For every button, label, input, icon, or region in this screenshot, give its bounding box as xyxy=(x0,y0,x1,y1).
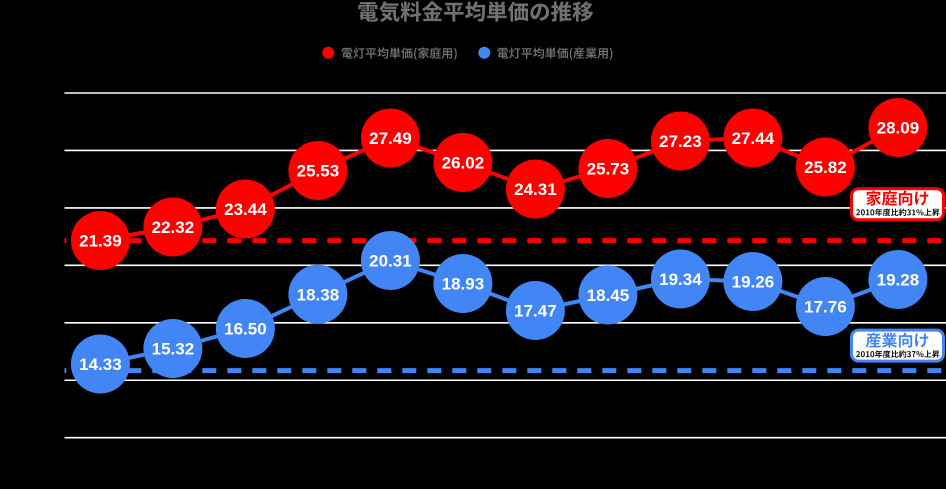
svg-text:27.44: 27.44 xyxy=(732,129,775,148)
svg-text:27.49: 27.49 xyxy=(369,129,412,148)
svg-text:25.82: 25.82 xyxy=(804,158,847,177)
svg-text:27.23: 27.23 xyxy=(659,132,702,151)
svg-text:25.53: 25.53 xyxy=(297,162,340,181)
svg-text:16.50: 16.50 xyxy=(224,320,267,339)
svg-text:28.09: 28.09 xyxy=(877,119,920,138)
svg-text:17.47: 17.47 xyxy=(514,302,557,321)
svg-text:20.31: 20.31 xyxy=(369,252,412,271)
svg-text:25.73: 25.73 xyxy=(587,160,630,179)
svg-text:17.76: 17.76 xyxy=(804,298,847,317)
svg-text:24.31: 24.31 xyxy=(514,180,557,199)
svg-text:22.32: 22.32 xyxy=(152,218,195,237)
svg-text:19.28: 19.28 xyxy=(877,271,920,290)
svg-text:18.93: 18.93 xyxy=(442,275,485,294)
svg-text:14.33: 14.33 xyxy=(79,355,122,374)
svg-text:19.34: 19.34 xyxy=(659,270,702,289)
svg-text:26.02: 26.02 xyxy=(442,154,485,173)
svg-text:18.45: 18.45 xyxy=(587,286,630,305)
svg-text:15.32: 15.32 xyxy=(152,340,195,359)
svg-text:21.39: 21.39 xyxy=(79,232,122,251)
svg-text:23.44: 23.44 xyxy=(224,200,267,219)
svg-text:18.38: 18.38 xyxy=(297,285,340,304)
svg-text:19.26: 19.26 xyxy=(732,273,775,292)
